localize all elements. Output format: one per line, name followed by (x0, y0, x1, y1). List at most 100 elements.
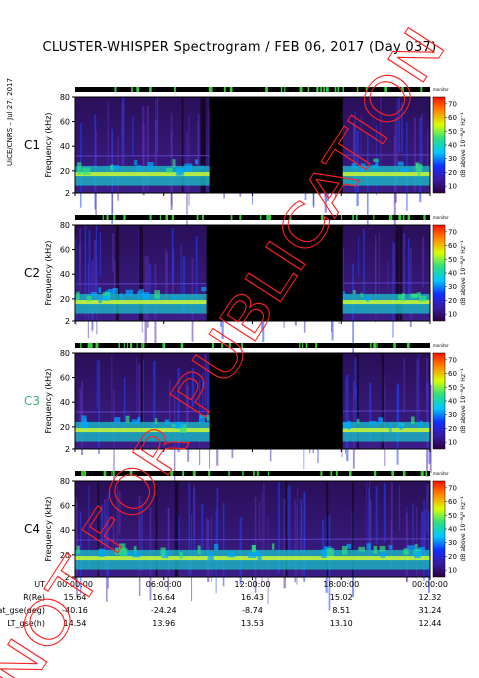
emission-streak (419, 117, 422, 203)
ephemeris-value: 12.32 (419, 593, 442, 602)
band-patch (154, 290, 161, 299)
band-patch (147, 161, 154, 171)
y-tick-label: 40 (60, 270, 70, 279)
band-patch (366, 295, 370, 302)
emission-streak (155, 100, 157, 159)
colorbar-tick-label: 40 (448, 142, 457, 150)
calibration-gap (305, 343, 308, 348)
band-patch (351, 163, 357, 168)
calibration-gap (208, 87, 211, 92)
panel-label: C4 (24, 522, 40, 536)
data-dropout (141, 353, 143, 449)
band-patch (410, 416, 415, 424)
ephemeris-value: 14.54 (64, 619, 87, 628)
emission-streak (396, 98, 398, 183)
y-tick-label: 20 (60, 551, 70, 560)
emission-streak (426, 357, 429, 401)
calibration-gap (242, 471, 244, 476)
ephemeris-value: 16.43 (241, 593, 264, 602)
calibration-gap (103, 471, 106, 476)
panel-label: C3 (24, 394, 40, 408)
band-patch (125, 415, 130, 424)
colorbar-tick-label: 40 (448, 398, 457, 406)
emission-streak (202, 372, 204, 412)
band-patch (119, 543, 126, 552)
emission-streak (426, 484, 429, 533)
data-dropout (381, 353, 385, 449)
emission-streak (107, 101, 109, 189)
band-patch (358, 546, 366, 552)
band-patch (76, 291, 80, 300)
band-patch (414, 543, 418, 553)
band-patch (352, 290, 356, 294)
colorbar-tick-label: 50 (448, 384, 457, 392)
ephemeris-value: 00:00:00 (57, 580, 93, 589)
colorbar-gradient (432, 480, 446, 578)
band-patch (173, 296, 177, 300)
calibration-gap (316, 87, 319, 92)
emission-streak (156, 97, 159, 155)
emission-streak (294, 499, 296, 583)
emission-streak (146, 105, 149, 191)
band-patch (137, 416, 141, 422)
emission-streak (424, 508, 426, 560)
calibration-gap (289, 215, 292, 220)
calibration-gap (402, 215, 405, 220)
calibration-bar-fill (75, 471, 430, 476)
band-patch (172, 159, 176, 168)
colorbar-header: monitor (433, 215, 449, 220)
calibration-gap (87, 343, 90, 348)
emission-streak (358, 235, 360, 276)
emission-streak (421, 511, 424, 560)
emission-streak (167, 507, 169, 592)
calibration-gap (320, 215, 324, 220)
ephemeris-value: -40.16 (62, 606, 88, 615)
band-patch (400, 168, 409, 172)
band-patch (248, 552, 257, 558)
emission-streak (287, 486, 289, 538)
calibration-bar (75, 87, 430, 92)
emission-streak (123, 98, 125, 166)
calibration-gap (193, 471, 196, 476)
emission-streak (254, 496, 257, 593)
band-patch (380, 551, 386, 558)
emission-streak (394, 117, 397, 203)
emission-streak (416, 359, 419, 426)
band-patch (403, 548, 409, 555)
colorbar-tick-label: 30 (448, 155, 457, 163)
data-gap (209, 97, 343, 193)
ephemeris-value: -24.24 (151, 606, 177, 615)
band-patch (255, 550, 260, 557)
y-tick-label: 60 (60, 502, 70, 511)
emission-streak (369, 382, 372, 442)
calibration-gap (123, 343, 125, 348)
emission-streak (207, 520, 209, 572)
y-axis-label: Frequency (kHz) (44, 497, 53, 562)
band-patch (137, 290, 141, 300)
colorbar-gradient (432, 224, 446, 322)
calibration-gap (180, 343, 184, 348)
emission-streak (138, 364, 141, 422)
ephemeris-value: 00:00:00 (412, 580, 448, 589)
band-patch (378, 417, 384, 424)
emission-streak (375, 486, 378, 545)
calibration-gap (315, 343, 318, 348)
colorbar-tick-label: 70 (448, 484, 457, 492)
calibration-gap (123, 215, 126, 220)
calibration-gap (230, 215, 233, 220)
harmonic-line (74, 538, 431, 541)
band-patch (366, 543, 371, 550)
band-patch (373, 158, 379, 162)
band-patch (107, 288, 115, 295)
calibration-gap (356, 215, 358, 220)
calibration-bar (75, 343, 430, 348)
calibration-gap (129, 471, 133, 476)
band-patch (373, 545, 378, 554)
calibration-gap (102, 215, 104, 220)
emission-streak (423, 500, 425, 581)
calibration-gap (373, 343, 377, 348)
band-patch (77, 166, 82, 175)
calibration-gap (391, 471, 395, 476)
